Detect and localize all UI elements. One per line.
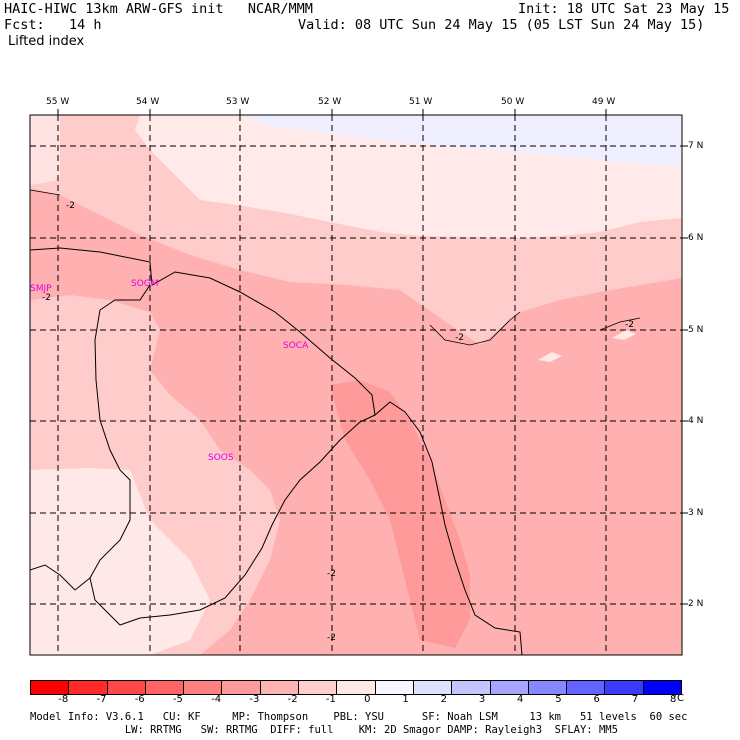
colorbar-unit: °C [672,693,684,704]
contour-li-minus2 [30,189,641,346]
colorbar-tick-label: 5 [555,694,562,705]
colorbar-tick-label: -8 [58,694,69,705]
colorbar-tick-label: 3 [478,694,486,705]
lifted-index-map [29,109,688,656]
lon-label: 49 W [592,97,616,107]
colorbar-swatch [413,681,453,694]
station-label: SOOS [208,453,234,463]
colorbar-swatch [145,681,185,694]
contour-label: -2 [327,569,336,579]
colorbar-swatch [337,681,376,694]
station-label: SOGM [131,279,159,289]
colorbar-tick-label: -5 [172,694,183,705]
lat-label: 4 N [688,416,704,426]
lon-label: 55 W [46,97,70,107]
colorbar-tick-label: -2 [287,694,298,705]
axis-ticks [57,109,688,605]
colorbar-tick-label: -6 [134,694,145,705]
colorbar-tick-label: -7 [96,694,107,705]
colorbar-swatch [260,681,300,694]
colorbar-swatch [107,681,146,694]
contour-label: -2 [66,201,75,211]
colorbar-swatch [184,681,223,694]
lat-label: 7 N [688,141,704,151]
lon-label: 54 W [136,97,160,107]
shade-li-zero-left [30,115,60,185]
colorbar-swatch [375,681,414,694]
colorbar-tick-label: -1 [325,694,336,705]
colorbar-tick-label: -4 [211,694,222,705]
station-label: SMJP [30,284,52,294]
colorbar-ticks: -8 -7 -6 -5 -4 -3 -2 -1 0 1 2 3 4 5 6 7 8 [30,695,680,707]
colorbar-swatch [69,681,108,694]
colorbar-swatch [528,681,568,694]
shade-spot [538,352,562,362]
lon-label: 53 W [226,97,250,107]
colorbar-swatch [452,681,491,694]
shade-li-positive [240,115,682,168]
colorbar-swatch [490,681,529,694]
field-name: Lifted index [8,34,85,49]
run-title: HAIC-HIWC 13km ARW-GFS init NCAR/MMM [4,1,313,17]
lat-label: 5 N [688,325,704,335]
model-info-line2: LW: RRTMG SW: RRTMG DIFF: full KM: 2D Sm… [30,724,618,736]
colorbar-tick-label: 8 [670,694,677,705]
colorbar-swatch [222,681,261,694]
shade-spot [612,330,636,340]
lat-label: 2 N [688,599,704,609]
lon-label: 51 W [409,97,433,107]
colorbar-swatch [567,681,606,694]
model-info-line1: Model Info: V3.6.1 CU: KF MP: Thompson P… [30,711,688,723]
colorbar [30,680,682,695]
shade-li-light-sw [30,468,210,655]
lon-label: 50 W [501,97,525,107]
init-time: Init: 18 UTC Sat 23 May 15 [518,1,730,17]
contour-label: -2 [327,633,336,643]
contour-label: -2 [625,320,634,330]
colorbar-tick-label: -3 [249,694,260,705]
colorbar-tick-label: 1 [402,694,409,705]
map-frame [29,114,683,656]
colorbar-swatch [605,681,644,694]
lat-label: 6 N [688,233,704,243]
contour-label: -2 [42,293,51,303]
colorbar-tick-label: 6 [593,694,600,705]
contour-label: -2 [455,333,464,343]
colorbar-tick-label: 2 [440,694,447,705]
colorbar-tick-label: 7 [631,694,639,705]
lat-label: 3 N [688,508,704,518]
colorbar-swatch [299,681,338,694]
colorbar-tick-label: 0 [364,694,371,705]
lat-lon-grid [30,115,682,655]
lon-label: 52 W [318,97,342,107]
valid-time: Valid: 08 UTC Sun 24 May 15 (05 LST Sun … [298,17,705,33]
forecast-hour: Fcst: 14 h [4,17,102,33]
station-label: SOCA [283,341,309,351]
colorbar-swatch [31,681,70,694]
colorbar-swatch [643,681,682,694]
shade-li-minus3 [330,380,470,648]
colorbar-tick-label: 4 [517,694,524,705]
coastline [30,247,523,655]
